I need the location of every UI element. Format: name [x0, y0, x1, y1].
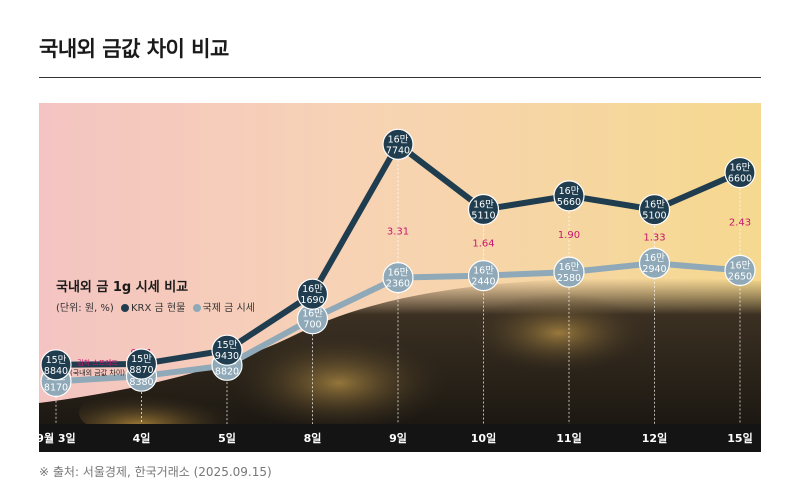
legend-title: 국내외 금 1g 시세 비교	[56, 280, 189, 295]
data-label-top: 16만	[559, 186, 580, 197]
data-label-value: 2360	[386, 279, 410, 290]
data-label-value: 5110	[471, 210, 495, 221]
spread-annotation-label: 김치 스프레드	[77, 359, 118, 367]
data-point-intl	[382, 261, 414, 294]
x-tick-label: 9월 3일	[36, 432, 76, 445]
data-label-top: 16만	[559, 262, 580, 273]
legend-label-krx: KRX 금 현물	[131, 303, 186, 314]
x-axis: 9월 3일 4일 5일 8일 9일 10일 11일 12일 15일	[36, 424, 761, 452]
legend-dot-intl	[192, 304, 201, 312]
data-label-value: 2650	[728, 271, 752, 282]
data-point-krx	[724, 156, 756, 189]
data-label-top: 16만	[730, 163, 751, 174]
spread-annotation: 김치 스프레드 (국내외 금값 차이)	[70, 358, 125, 378]
data-label-top: 16만	[730, 260, 751, 271]
data-label-value: 2440	[471, 277, 495, 288]
data-label-top: 16만	[644, 200, 665, 211]
data-label-value: 8870	[129, 365, 153, 376]
data-point-intl	[467, 260, 500, 292]
data-label-value: 6600	[728, 174, 752, 185]
data-label-value: 1690	[300, 295, 324, 306]
data-label-top: 16만	[302, 284, 323, 295]
data-point-krx	[211, 334, 243, 366]
gold-bar-glow	[469, 293, 649, 373]
x-tick-label: 8일	[303, 432, 322, 445]
legend-unit: (단위: 원, %)	[56, 303, 114, 314]
spread-label: 1.33	[643, 232, 665, 243]
spread-annotation-sub: (국내외 금값 차이)	[70, 369, 125, 377]
data-point-intl	[724, 254, 756, 287]
spread-label: 1.90	[558, 230, 580, 241]
data-label-value: 8170	[44, 382, 68, 393]
data-label-top: 15만	[217, 340, 238, 351]
data-point-krx	[638, 194, 671, 226]
data-label-value: 700	[303, 320, 321, 331]
data-point-krx	[467, 193, 500, 226]
data-point-krx	[40, 349, 72, 381]
legend-dot-krx	[121, 304, 129, 312]
legend-label-intl: 국제 금 시세	[202, 303, 255, 314]
x-tick-label: 5일	[218, 432, 236, 445]
x-tick-label: 15일	[727, 432, 753, 445]
data-point-krx	[382, 128, 414, 160]
spread-label: 2.43	[729, 217, 751, 228]
data-label-top: 16만	[644, 253, 665, 264]
data-label-value: 5660	[557, 197, 581, 208]
data-label-value: 8840	[44, 366, 68, 377]
data-label-top: 16만	[388, 134, 409, 145]
gold-bar-glow	[79, 383, 279, 424]
data-label-top: 16만	[473, 199, 494, 210]
x-tick-label: 10일	[470, 432, 497, 445]
spread-label: 1.64	[472, 239, 494, 250]
x-tick-label: 12일	[641, 432, 668, 445]
page-title: 국내외 금값 차이 비교	[39, 37, 229, 61]
data-label-value: 5100	[642, 211, 666, 222]
data-label-value: 7740	[386, 145, 410, 156]
x-tick-label: 11일	[556, 432, 582, 445]
data-label-value: 9430	[215, 351, 239, 362]
data-label-value: 8820	[215, 366, 239, 377]
legend: 국내외 금 1g 시세 비교 (단위: 원, %) KRX 금 현물 국제 금 …	[56, 276, 255, 314]
data-label-top: 16만	[388, 268, 409, 279]
data-point-krx	[296, 278, 329, 310]
data-label-value: 2940	[642, 264, 666, 275]
chart-area: 0.310.380.623.311.641.901.332.43 15만8170…	[39, 103, 761, 424]
x-tick-label: 4일	[132, 432, 151, 445]
data-label-top: 15만	[46, 355, 67, 366]
data-label-top: 15만	[131, 354, 152, 365]
gold-bar-glow	[229, 333, 449, 424]
data-point-krx	[553, 180, 585, 212]
line-chart: 0.310.380.623.311.641.901.332.43 15만8170…	[39, 103, 761, 424]
data-label-value: 2580	[557, 273, 581, 284]
data-label-value: 8380	[129, 377, 153, 388]
legend-row: (단위: 원, %) KRX 금 현물 국제 금 시세	[56, 299, 255, 314]
data-point-krx	[125, 348, 158, 380]
data-label-top: 16만	[473, 266, 494, 277]
x-tick-label: 9일	[389, 432, 407, 445]
title-divider	[39, 77, 761, 78]
data-point-intl	[553, 256, 585, 288]
source-note: ※ 출처: 서울경제, 한국거래소 (2025.09.15)	[39, 465, 272, 479]
spread-label: 3.31	[387, 226, 409, 237]
data-label-top: 16만	[302, 309, 323, 320]
data-point-intl	[638, 247, 671, 279]
